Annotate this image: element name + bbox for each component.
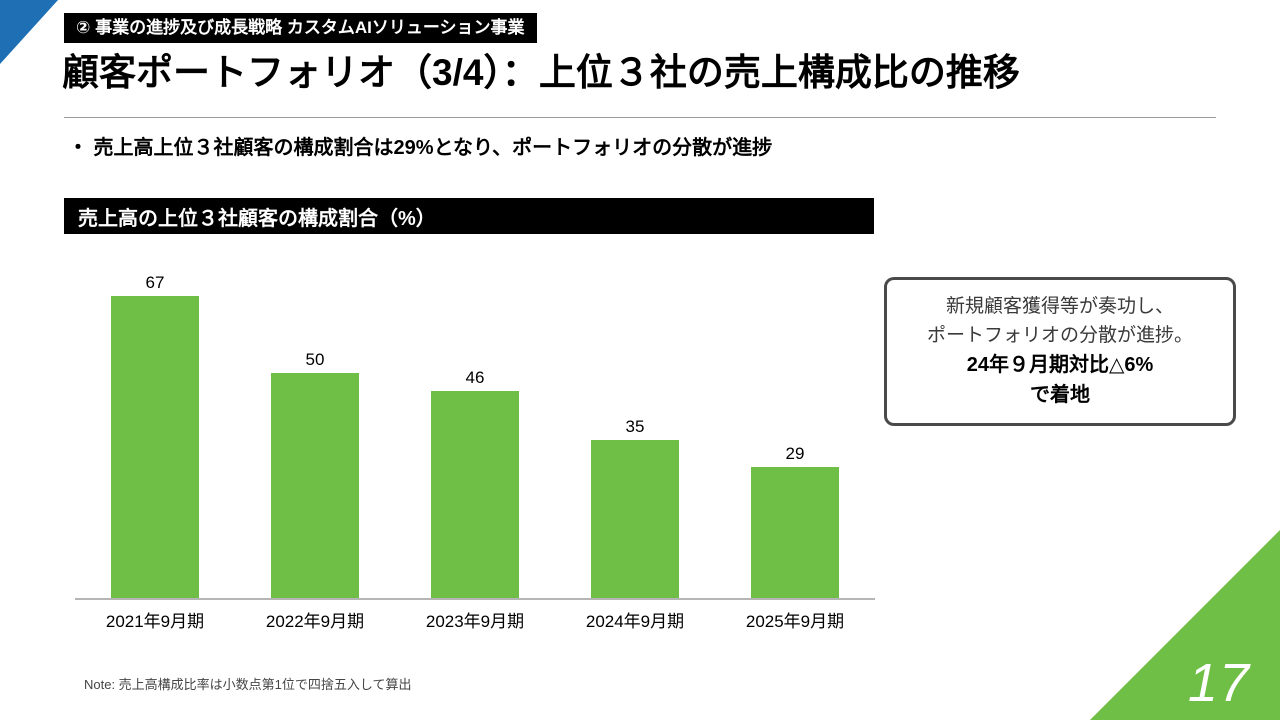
page-number: 17 (1187, 653, 1250, 713)
page-title: 顧客ポートフォリオ（3/4）：上位３社の売上構成比の推移 (62, 52, 1020, 93)
bar (431, 391, 519, 598)
footnote: Note: 売上高構成比率は小数点第1位で四捨五入して算出 (84, 677, 412, 692)
bar-value-label: 29 (785, 444, 805, 463)
bar-value-label: 67 (145, 273, 165, 292)
bar (751, 467, 839, 598)
x-axis-labels: 2021年9月期 2022年9月期 2023年9月期 2024年9月期 2025年9月期 (75, 600, 875, 632)
bar (111, 296, 199, 598)
bar-chart: 67 50 46 35 29 2021年9月期 2022年9月期 2023年9月期 2024年… (75, 252, 875, 632)
bar-column: 46 (395, 368, 555, 598)
chart-title-bar: 売上高の上位３社顧客の構成割合（%） (64, 198, 874, 234)
x-axis-tick-label: 2023年9月期 (425, 612, 525, 631)
summary-bullet: ・ 売上高上位３社顧客の構成割合は29%となり、ポートフォリオの分散が進捗 (68, 137, 773, 159)
bar-column: 29 (715, 444, 875, 598)
callout-box: 新規顧客獲得等が奏功し、 ポートフォリオの分散が進捗。 24年９月期対比△6% … (884, 277, 1236, 426)
x-axis-tick-label: 2025年9月期 (745, 612, 845, 631)
bar-column: 50 (235, 350, 395, 598)
x-axis-tick-label: 2024年9月期 (585, 612, 685, 631)
callout-line: ポートフォリオの分散が進捗。 (926, 324, 1193, 346)
bar-value-label: 35 (625, 417, 645, 436)
corner-triangle-blue (0, 0, 58, 64)
callout-line-emphasis: 24年９月期対比△6% (966, 354, 1154, 376)
callout-line-emphasis: で着地 (1030, 384, 1090, 406)
bar (591, 440, 679, 598)
bar-column: 67 (75, 273, 235, 598)
bar (271, 373, 359, 598)
bar-plot: 67 50 46 35 29 (75, 252, 875, 600)
x-axis-tick-label: 2022年9月期 (265, 612, 365, 631)
bar-column: 35 (555, 417, 715, 598)
section-badge: ② 事業の進捗及び成長戦略 カスタムAIソリューション事業 (64, 13, 537, 44)
x-axis-tick-label: 2021年9月期 (105, 612, 205, 631)
bar-value-label: 50 (305, 350, 325, 369)
callout-line: 新規顧客獲得等が奏功し、 (945, 296, 1174, 317)
corner-triangle-green (1090, 530, 1280, 720)
title-divider (64, 117, 1216, 118)
bar-value-label: 46 (465, 368, 485, 387)
